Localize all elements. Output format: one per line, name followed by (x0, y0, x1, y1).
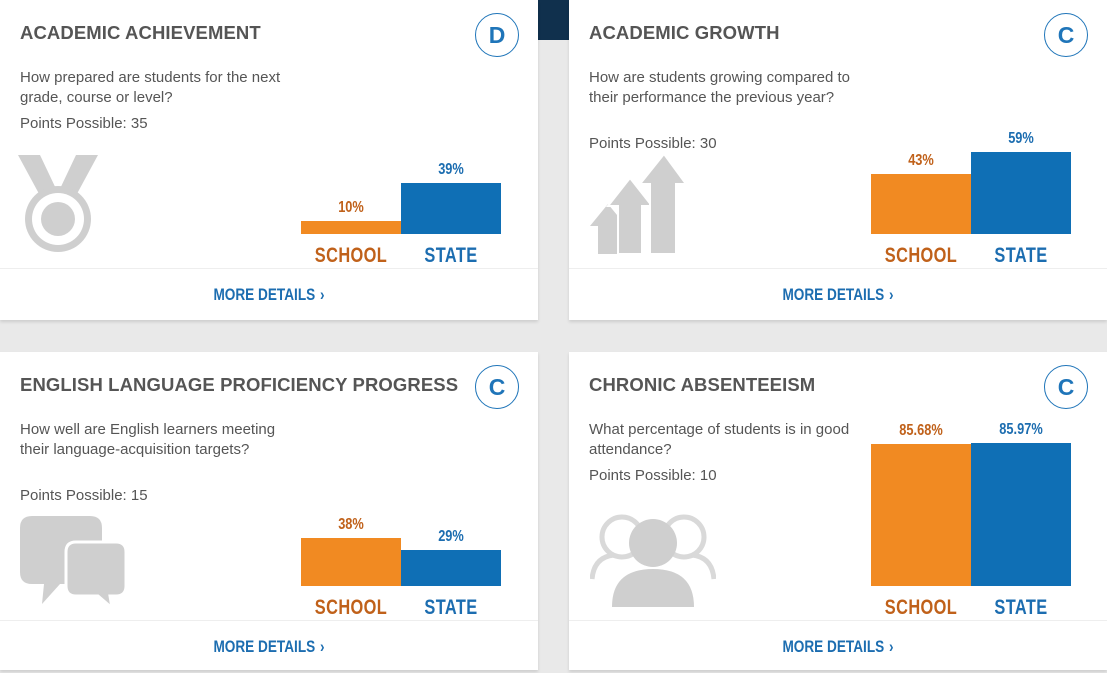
grade-badge: C (1044, 365, 1088, 409)
chevron-right-icon: › (889, 285, 894, 304)
grade-badge: C (1044, 13, 1088, 57)
card-academic-growth: ACADEMIC GROWTH C How are students growi… (569, 0, 1107, 320)
card-academic-achievement: ACADEMIC ACHIEVEMENT D How prepared are … (0, 0, 538, 320)
school-bar (871, 174, 971, 234)
grade-badge: D (475, 13, 519, 57)
school-bar (301, 221, 401, 234)
school-axis-label: SCHOOL (884, 244, 958, 267)
card-title: CHRONIC ABSENTEEISM (589, 374, 816, 395)
card-footer: MORE DETAILS › (0, 620, 538, 673)
medal-icon (18, 155, 98, 252)
chevron-right-icon: › (889, 637, 894, 656)
points-possible: Points Possible: 35 (20, 115, 148, 132)
points-possible: Points Possible: 30 (589, 135, 717, 152)
card-title: ACADEMIC GROWTH (589, 22, 780, 43)
more-details-link[interactable]: MORE DETAILS › (782, 637, 893, 657)
state-percent-label: 29% (438, 528, 464, 545)
state-axis-label: STATE (424, 596, 478, 619)
more-details-link[interactable]: MORE DETAILS › (213, 637, 324, 657)
card-question: What percentage of students is in good a… (589, 421, 850, 458)
card-question: How prepared are students for the next g… (20, 69, 281, 106)
card-title: ACADEMIC ACHIEVEMENT (20, 22, 261, 43)
points-possible: Points Possible: 10 (589, 467, 717, 484)
top-header-strip (538, 0, 569, 40)
state-percent-label: 85.97% (999, 421, 1043, 438)
state-bar (401, 183, 501, 234)
chat-bubbles-icon (20, 516, 126, 608)
school-percent-label: 43% (908, 152, 934, 169)
more-details-link[interactable]: MORE DETAILS › (213, 285, 324, 305)
school-bar (871, 444, 971, 586)
people-icon (590, 514, 716, 607)
card-chronic-absenteeism: CHRONIC ABSENTEEISM C What percentage of… (569, 352, 1107, 670)
school-axis-label: SCHOOL (314, 596, 388, 619)
state-axis-label: STATE (994, 244, 1048, 267)
more-details-label: MORE DETAILS (782, 637, 885, 656)
state-bar (971, 443, 1071, 586)
more-details-label: MORE DETAILS (213, 637, 316, 656)
state-bar (401, 550, 501, 586)
growth-arrows-icon (590, 154, 686, 254)
school-axis-label: SCHOOL (314, 244, 388, 267)
card-question: How well are English learners meeting th… (20, 421, 276, 458)
more-details-label: MORE DETAILS (782, 285, 885, 304)
school-percent-label: 38% (338, 516, 364, 533)
card-footer: MORE DETAILS › (569, 268, 1107, 321)
state-axis-label: STATE (994, 596, 1048, 619)
card-footer: MORE DETAILS › (0, 268, 538, 321)
card-title: ENGLISH LANGUAGE PROFICIENCY PROGRESS (20, 374, 459, 395)
school-axis-label: SCHOOL (884, 596, 958, 619)
card-question: How are students growing compared to the… (589, 69, 850, 106)
school-bar (301, 538, 401, 586)
chevron-right-icon: › (320, 637, 325, 656)
school-percent-label: 10% (338, 199, 364, 216)
more-details-label: MORE DETAILS (213, 285, 316, 304)
state-bar (971, 152, 1071, 234)
state-axis-label: STATE (424, 244, 478, 267)
points-possible: Points Possible: 15 (20, 487, 148, 504)
more-details-link[interactable]: MORE DETAILS › (782, 285, 893, 305)
chevron-right-icon: › (320, 285, 325, 304)
state-percent-label: 59% (1008, 130, 1034, 147)
card-english-language-proficiency: ENGLISH LANGUAGE PROFICIENCY PROGRESS C … (0, 352, 538, 670)
grade-badge: C (475, 365, 519, 409)
school-percent-label: 85.68% (899, 422, 943, 439)
card-footer: MORE DETAILS › (569, 620, 1107, 673)
state-percent-label: 39% (438, 161, 464, 178)
